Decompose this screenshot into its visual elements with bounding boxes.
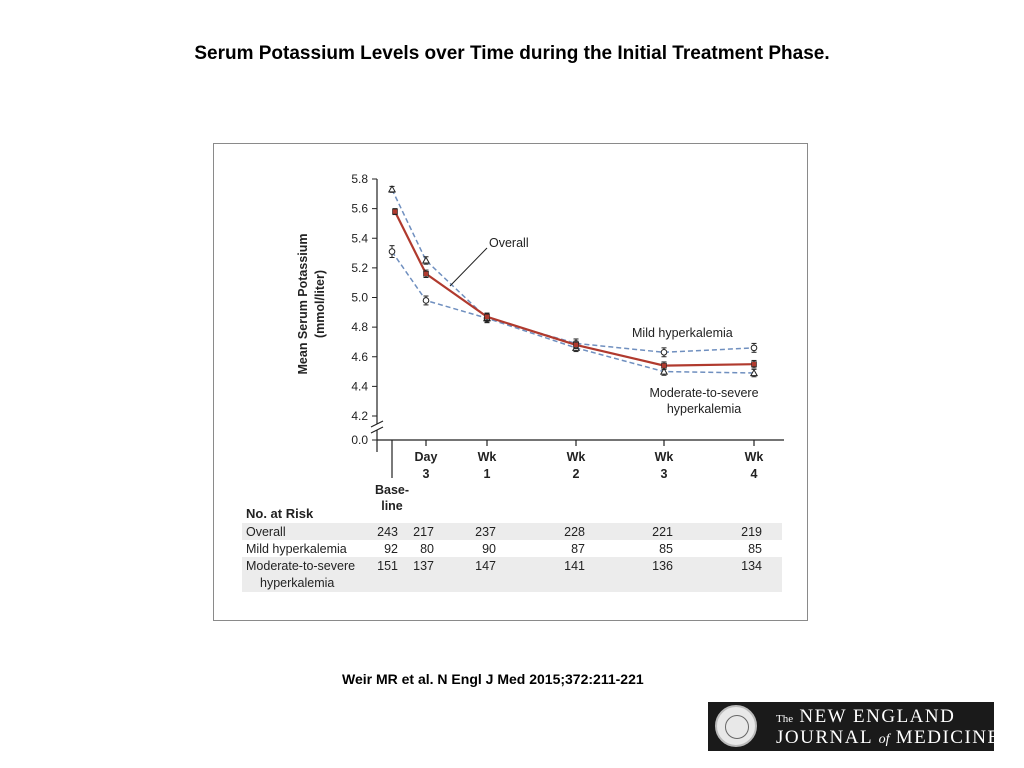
x-tick-label: 1 [484,467,491,481]
data-point-overall [423,271,429,277]
data-point-moderate [749,368,759,377]
x-tick-label: 3 [423,467,430,481]
risk-table-cell: 85 [659,542,673,556]
risk-table-cell: 90 [482,542,496,556]
y-tick-label: 4.2 [351,409,368,423]
y-tick-label: 5.4 [351,231,368,245]
x-tick-label: Day [415,450,438,464]
data-point-overall [573,342,579,348]
risk-table-cell: 151 [377,559,398,573]
risk-table-cell: 137 [413,559,434,573]
risk-table-cell: 87 [571,542,585,556]
annotation-overall: Overall [489,236,529,250]
data-point-mild [660,349,668,356]
risk-table-cell: 217 [413,525,434,539]
y-tick-label: 5.0 [351,291,368,305]
x-tick-label: 4 [751,467,758,481]
series-line-overall [394,211,755,367]
risk-table-row-bg [242,523,782,540]
risk-table-cell: 228 [564,525,585,539]
citation: Weir MR et al. N Engl J Med 2015;372:211… [342,671,644,687]
risk-table-cell: 237 [475,525,496,539]
data-point-overall [751,361,757,367]
risk-table-cell: 92 [384,542,398,556]
x-tick-label: Wk [478,450,497,464]
risk-table-row-label: Moderate-to-severe [246,559,355,573]
data-point-mild [750,344,758,352]
risk-table-row-label: Mild hyperkalemia [246,542,347,556]
data-point-moderate [421,256,431,264]
risk-table-cell: 85 [748,542,762,556]
risk-table-title: No. at Risk [246,506,314,521]
y-tick-label: 4.6 [351,350,368,364]
y-tick-label: 4.8 [351,320,368,334]
data-point-overall [484,313,490,320]
axis-break-mark [370,420,384,428]
logo-line-2: JOURNAL of MEDICINE [776,727,1001,748]
annotation-moderate: hyperkalemia [667,402,741,416]
risk-table-cell: 141 [564,559,585,573]
potassium-chart: 5.8 5.6 5.4 5.2 5.0 4.8 4.6 4.4 4.2 0.0 Mean Serum… [242,172,784,592]
data-point-moderate [659,367,669,375]
risk-table-row-bg [242,557,782,592]
x-tick-label: 3 [661,467,668,481]
y-axis-label: Mean Serum Potassium [296,233,310,374]
figure-panel: 5.8 5.6 5.4 5.2 5.0 4.8 4.6 4.4 4.2 0.0 Mean Serum… [213,143,808,621]
risk-table-cell: 221 [652,525,673,539]
risk-table-cell: 134 [741,559,762,573]
series-line-moderate [391,189,755,374]
x-tick-label: 2 [573,467,580,481]
data-point-mild [422,297,430,304]
slide-title: Serum Potassium Levels over Time during … [194,43,830,64]
logo-line-1: The NEW ENGLAND [776,706,956,727]
risk-table-cell: 147 [475,559,496,573]
risk-table-row-label: Overall [246,525,286,539]
risk-table-row-label: hyperkalemia [260,576,334,590]
data-point-mild [388,248,396,255]
y-tick-label: 4.4 [351,379,368,393]
annotation-moderate: Moderate-to-severe [649,386,758,400]
annotation-leader-overall [449,247,488,287]
data-point-overall [661,362,667,369]
x-tick-label: Wk [745,450,764,464]
risk-table-cell: 219 [741,525,762,539]
y-tick-label: 5.2 [351,261,368,275]
risk-table-cell: 80 [420,542,434,556]
data-point-overall [392,208,398,215]
nejm-logo: The NEW ENGLAND JOURNAL of MEDICINE [708,702,999,751]
data-point-moderate [387,185,397,193]
axis-break-mark [370,426,384,434]
annotation-mild: Mild hyperkalemia [632,326,733,340]
x-tick-label: Wk [567,450,586,464]
x-tick-label: Wk [655,450,674,464]
y-tick-label: 5.6 [351,202,368,216]
risk-table-cell: 243 [377,525,398,539]
y-axis-label-units: (mmol/liter) [313,270,327,338]
nejm-seal-icon [715,705,757,747]
y-tick-label: 5.8 [351,172,368,186]
risk-table-cell: 136 [652,559,673,573]
y-tick-label: 0.0 [351,433,368,447]
x-tick-label: line [381,499,403,513]
x-tick-label: Base- [375,483,409,497]
